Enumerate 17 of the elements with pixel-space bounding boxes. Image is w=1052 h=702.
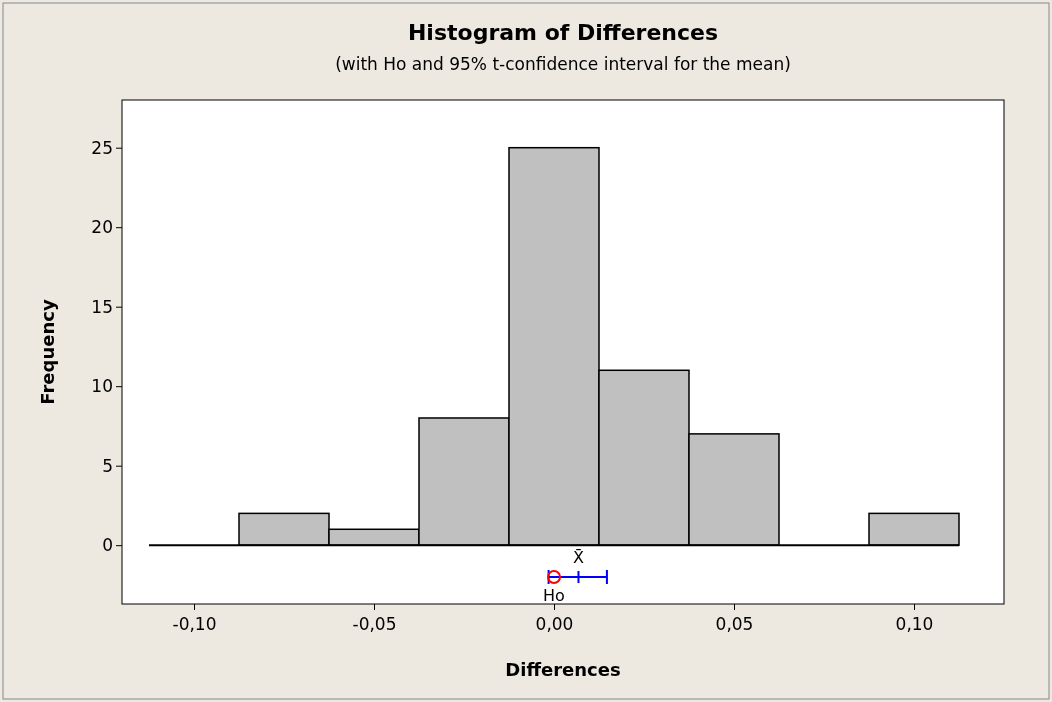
y-axis-title: Frequency xyxy=(37,299,58,405)
y-tick-label: 25 xyxy=(91,137,113,158)
chart-subtitle: (with Ho and 95% t-confidence interval for the mean) xyxy=(335,54,791,74)
x-tick-label: 0,10 xyxy=(895,614,934,634)
y-tick-label: 20 xyxy=(91,217,113,238)
chart-title: Histogram of Differences xyxy=(407,20,719,45)
x-tick-label: 0,00 xyxy=(535,614,574,634)
x-axis-title: Differences xyxy=(505,659,621,680)
y-tick-label: 15 xyxy=(91,296,113,317)
series-label: X̄ xyxy=(573,548,584,568)
y-tick-label: 0 xyxy=(102,535,113,556)
series-label: Ho xyxy=(543,586,565,606)
x-tick-label: -0,10 xyxy=(172,614,217,634)
x-tick-label: -0,05 xyxy=(352,614,397,634)
y-tick-label: 5 xyxy=(102,455,113,476)
y-tick-label: 10 xyxy=(91,376,113,397)
x-tick-label: 0,05 xyxy=(715,614,754,634)
